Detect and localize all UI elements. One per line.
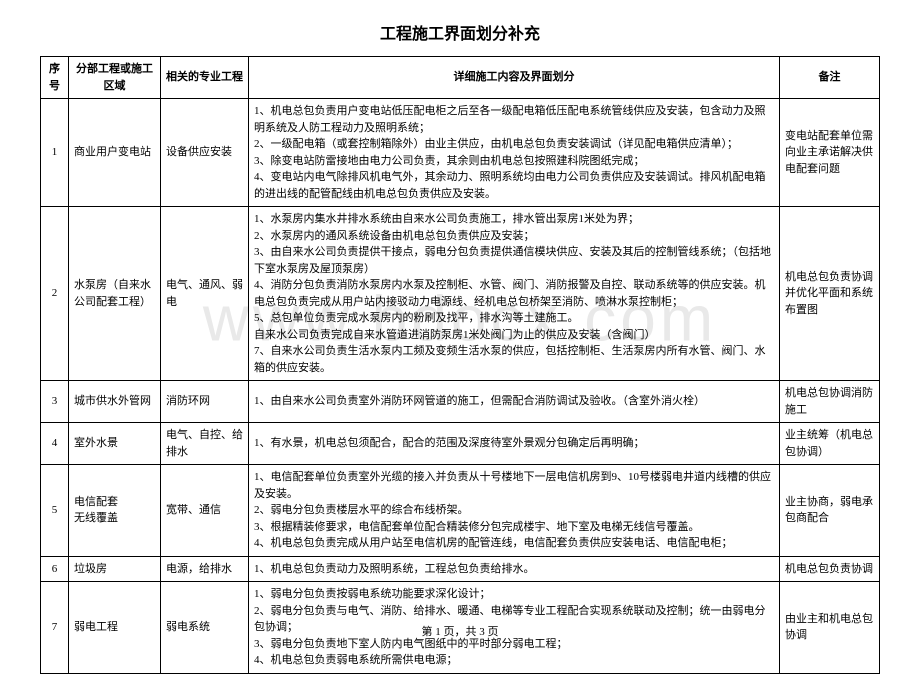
cell-detail: 1、水泵房内集水井排水系统由自来水公司负责施工，排水管出泵房1米处为界； 2、水…	[249, 207, 780, 381]
cell-area: 电信配套 无线覆盖	[69, 465, 161, 557]
cell-note: 机电总包协调消防施工	[780, 381, 880, 423]
cell-note: 由业主和机电总包协调	[780, 582, 880, 674]
cell-prof: 电气、通风、弱电	[161, 207, 249, 381]
cell-prof: 弱电系统	[161, 582, 249, 674]
cell-detail: 1、机电总包负责用户变电站低压配电柜之后至各一级配电箱低压配电系统管线供应及安装…	[249, 99, 780, 207]
cell-prof: 电源，给排水	[161, 556, 249, 582]
cell-detail: 1、弱电分包负责按弱电系统功能要求深化设计； 2、弱电分包负责与电气、消防、给排…	[249, 582, 780, 674]
cell-area: 弱电工程	[69, 582, 161, 674]
main-table: 序号 分部工程或施工区域 相关的专业工程 详细施工内容及界面划分 备注 1商业用…	[40, 56, 880, 674]
document-content: 工程施工界面划分补充 序号 分部工程或施工区域 相关的专业工程 详细施工内容及界…	[40, 20, 880, 674]
cell-prof: 宽带、通信	[161, 465, 249, 557]
cell-prof: 消防环网	[161, 381, 249, 423]
table-row: 3城市供水外管网消防环网1、由自来水公司负责室外消防环网管道的施工，但需配合消防…	[41, 381, 880, 423]
cell-note: 变电站配套单位需向业主承诺解决供电配套问题	[780, 99, 880, 207]
table-row: 4室外水景电气、自控、给排水1、有水景，机电总包须配合，配合的范围及深度待室外景…	[41, 423, 880, 465]
cell-note: 机电总包负责协调并优化平面和系统布置图	[780, 207, 880, 381]
cell-detail: 1、由自来水公司负责室外消防环网管道的施工，但需配合消防调试及验收。（含室外消火…	[249, 381, 780, 423]
cell-seq: 2	[41, 207, 69, 381]
cell-note: 业主协商，弱电承包商配合	[780, 465, 880, 557]
cell-note: 业主统筹（机电总包协调）	[780, 423, 880, 465]
cell-seq: 4	[41, 423, 69, 465]
table-row: 5电信配套 无线覆盖宽带、通信1、电信配套单位负责室外光缆的接入并负责从十号楼地…	[41, 465, 880, 557]
table-row: 6垃圾房电源，给排水1、机电总包负责动力及照明系统，工程总包负责给排水。机电总包…	[41, 556, 880, 582]
table-row: 1商业用户变电站设备供应安装1、机电总包负责用户变电站低压配电柜之后至各一级配电…	[41, 99, 880, 207]
cell-prof: 设备供应安装	[161, 99, 249, 207]
table-row: 7弱电工程弱电系统1、弱电分包负责按弱电系统功能要求深化设计； 2、弱电分包负责…	[41, 582, 880, 674]
cell-area: 室外水景	[69, 423, 161, 465]
document-title: 工程施工界面划分补充	[40, 20, 880, 44]
col-header-detail: 详细施工内容及界面划分	[249, 57, 780, 99]
cell-seq: 7	[41, 582, 69, 674]
table-row: 2水泵房（自来水公司配套工程）电气、通风、弱电1、水泵房内集水井排水系统由自来水…	[41, 207, 880, 381]
cell-detail: 1、机电总包负责动力及照明系统，工程总包负责给排水。	[249, 556, 780, 582]
col-header-note: 备注	[780, 57, 880, 99]
col-header-area: 分部工程或施工区域	[69, 57, 161, 99]
cell-area: 商业用户变电站	[69, 99, 161, 207]
cell-seq: 6	[41, 556, 69, 582]
cell-area: 垃圾房	[69, 556, 161, 582]
cell-seq: 3	[41, 381, 69, 423]
cell-seq: 5	[41, 465, 69, 557]
cell-seq: 1	[41, 99, 69, 207]
cell-prof: 电气、自控、给排水	[161, 423, 249, 465]
cell-detail: 1、有水景，机电总包须配合，配合的范围及深度待室外景观分包确定后再明确；	[249, 423, 780, 465]
cell-note: 机电总包负责协调	[780, 556, 880, 582]
cell-area: 城市供水外管网	[69, 381, 161, 423]
cell-area: 水泵房（自来水公司配套工程）	[69, 207, 161, 381]
table-header-row: 序号 分部工程或施工区域 相关的专业工程 详细施工内容及界面划分 备注	[41, 57, 880, 99]
col-header-prof: 相关的专业工程	[161, 57, 249, 99]
cell-detail: 1、电信配套单位负责室外光缆的接入并负责从十号楼地下一层电信机房到9、10号楼弱…	[249, 465, 780, 557]
col-header-seq: 序号	[41, 57, 69, 99]
